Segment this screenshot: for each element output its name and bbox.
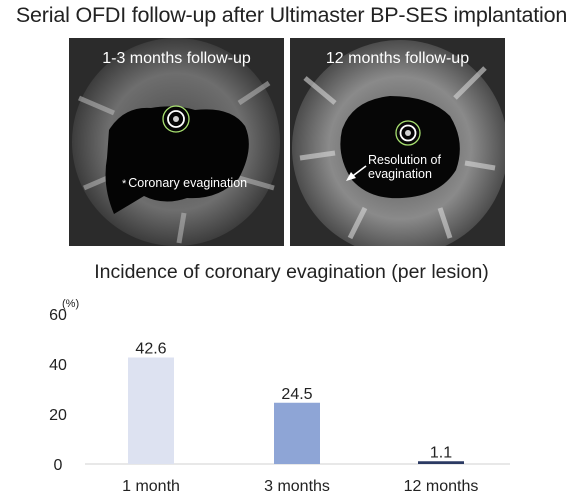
annotation-resolution-of-evagination: Resolution of evagination xyxy=(368,153,441,181)
asterisk-marker: * xyxy=(122,178,127,190)
data-label-1: 42.6 xyxy=(135,341,166,358)
x-tick-label-3: 12 months xyxy=(404,478,479,495)
y-tick-label: 40 xyxy=(49,357,67,374)
oct-cross-section-image-left xyxy=(69,38,284,246)
x-tick-label-2: 3 months xyxy=(264,478,330,495)
main-title: Serial OFDI follow-up after Ultimaster B… xyxy=(15,3,568,27)
bar-3 xyxy=(418,461,464,464)
panel-label-12-months: 12 months follow-up xyxy=(325,50,470,67)
chart-title: Incidence of coronary evagination (per l… xyxy=(94,261,489,283)
oct-image-panel-1-3-months: 1-3 months follow-up * Coronary evaginati… xyxy=(69,38,284,246)
oct-cross-section-image-right xyxy=(290,38,505,246)
panel-label-1-3-months: 1-3 months follow-up xyxy=(102,50,251,67)
y-tick-label: 0 xyxy=(54,457,63,474)
data-label-2: 24.5 xyxy=(281,386,312,403)
annotation-text: Coronary evagination xyxy=(128,176,248,190)
x-tick-label-1: 1 month xyxy=(122,478,180,495)
annotation-coronary-evagination: * Coronary evagination xyxy=(122,176,247,191)
arrow-icon xyxy=(346,165,367,181)
y-tick-label: 60 xyxy=(49,307,67,324)
bar-1 xyxy=(128,357,174,464)
y-tick-label: 20 xyxy=(49,407,67,424)
y-axis-unit-label: (%) xyxy=(62,298,79,310)
bar-2 xyxy=(274,402,320,464)
oct-image-panel-12-months: 12 months follow-up Resolution of evagin… xyxy=(290,38,505,246)
data-label-3: 1.1 xyxy=(430,444,452,461)
